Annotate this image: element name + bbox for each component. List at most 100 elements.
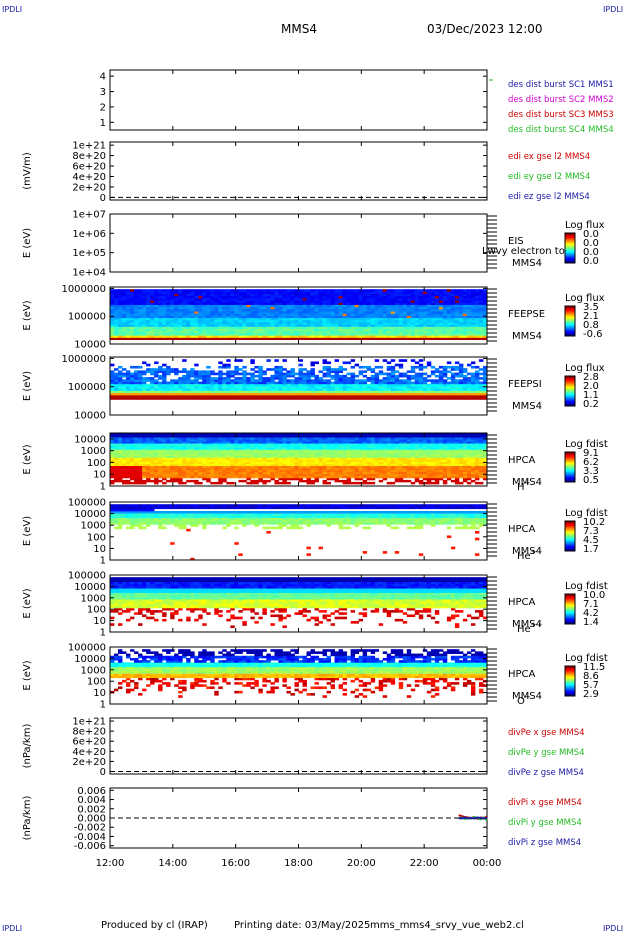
heatmap-cell: [114, 311, 119, 314]
heatmap-cell: [362, 302, 368, 305]
heatmap-cell: [318, 328, 323, 332]
heatmap-cell: [130, 447, 135, 450]
heatmap-cell: [198, 445, 203, 448]
heatmap-cell: [258, 437, 263, 440]
heatmap-cell: [206, 379, 211, 382]
heatmap-cell: [282, 319, 287, 323]
heatmap-cell: [410, 311, 416, 314]
heatmap-cell: [250, 449, 255, 452]
heatmap-cell: [194, 471, 199, 475]
heatmap-cell: [206, 441, 211, 444]
heatmap-cell: [226, 388, 231, 391]
heatmap-cell: [198, 291, 203, 294]
heatmap-cell: [194, 388, 199, 391]
heatmap-cell: [294, 326, 299, 330]
heatmap-cell: [390, 308, 396, 312]
heatmap-cell: [286, 463, 291, 467]
heatmap-cell: [390, 335, 396, 338]
heatmap-cell: [238, 328, 243, 332]
heatmap-cell: [350, 394, 356, 398]
heatmap-cell: [238, 467, 243, 471]
heatmap-cell: [154, 311, 159, 314]
heatmap-cell: [338, 381, 344, 385]
heatmap-cell: [318, 463, 323, 467]
heatmap-cell: [242, 308, 247, 312]
heatmap-cell: [322, 469, 327, 473]
heatmap-cell: [302, 443, 307, 446]
heatmap-cell: [270, 319, 275, 323]
heatmap-cell: [434, 295, 440, 299]
heatmap-cell: [370, 293, 376, 297]
heatmap-cell: [230, 381, 235, 385]
heatmap-cell: [286, 475, 291, 479]
heatmap-cell: [478, 333, 484, 336]
heatmap-cell: [114, 475, 119, 479]
heatmap-cell: [174, 471, 179, 475]
heatmap-cell: [342, 397, 348, 400]
heatmap-cell: [114, 337, 119, 341]
heatmap-cell: [306, 453, 311, 456]
heatmap-cell: [250, 447, 255, 450]
heatmap-cell: [218, 333, 223, 336]
heatmap-cell: [134, 306, 139, 310]
heatmap-cell: [462, 289, 468, 292]
heatmap-cell: [146, 437, 151, 440]
heatmap-cell: [182, 300, 187, 303]
heatmap-cell: [258, 300, 263, 303]
heatmap-cell: [410, 368, 416, 371]
heatmap-cell: [202, 451, 207, 454]
heatmap-cell: [250, 328, 255, 332]
heatmap-cell: [146, 465, 151, 469]
heatmap-cell: [426, 335, 432, 338]
heatmap-cell: [138, 313, 143, 316]
heatmap-cell: [462, 394, 468, 398]
heatmap-cell: [174, 463, 179, 467]
heatmap-cell: [438, 337, 444, 341]
heatmap-cell: [466, 300, 472, 303]
heatmap-cell: [254, 447, 259, 450]
heatmap-cell: [358, 319, 364, 323]
heatmap-cell: [266, 443, 271, 446]
heatmap-cell: [478, 388, 484, 391]
heatmap-cell: [458, 392, 464, 396]
colorbar-frame: [564, 305, 576, 337]
heatmap-cell: [110, 451, 115, 454]
heatmap-cell: [322, 322, 327, 325]
colorbar-band: [565, 250, 575, 252]
heatmap-cell: [218, 328, 223, 332]
heatmap-cell: [302, 449, 307, 452]
heatmap-cell: [358, 313, 364, 316]
heatmap-cell: [246, 326, 251, 330]
heatmap-cell: [338, 313, 344, 316]
heatmap-cell: [226, 469, 231, 473]
heatmap-cell: [210, 370, 215, 374]
heatmap-cell: [290, 394, 295, 398]
heatmap-cell: [182, 377, 187, 380]
heatmap-cell: [278, 365, 283, 369]
heatmap-cell: [326, 317, 331, 321]
heatmap-cell: [174, 311, 179, 314]
heatmap-cell: [470, 377, 476, 380]
heatmap-cell: [434, 388, 440, 391]
heatmap-cell: [226, 365, 231, 369]
heatmap-cell: [146, 333, 151, 336]
heatmap-cell: [226, 359, 231, 362]
colorbar-band: [565, 233, 575, 235]
heatmap-cell: [346, 392, 352, 396]
heatmap-cell: [414, 388, 420, 391]
heatmap-cell: [178, 319, 183, 323]
top-left-tag: IPDLI: [2, 5, 23, 14]
heatmap-cell: [174, 291, 179, 294]
heatmap-cell: [386, 293, 392, 297]
heatmap-cell: [206, 315, 211, 319]
y-tick-label: 6e+20: [72, 162, 106, 173]
heatmap-cell: [294, 392, 299, 396]
heatmap-cell: [254, 469, 259, 473]
heatmap-cell: [162, 379, 167, 382]
heatmap-cell: [350, 313, 356, 316]
heatmap-cell: [298, 324, 303, 327]
heatmap-cell: [182, 437, 187, 440]
heatmap-cell: [190, 463, 195, 467]
heatmap-cell: [322, 394, 327, 398]
heatmap-cell: [210, 304, 215, 308]
